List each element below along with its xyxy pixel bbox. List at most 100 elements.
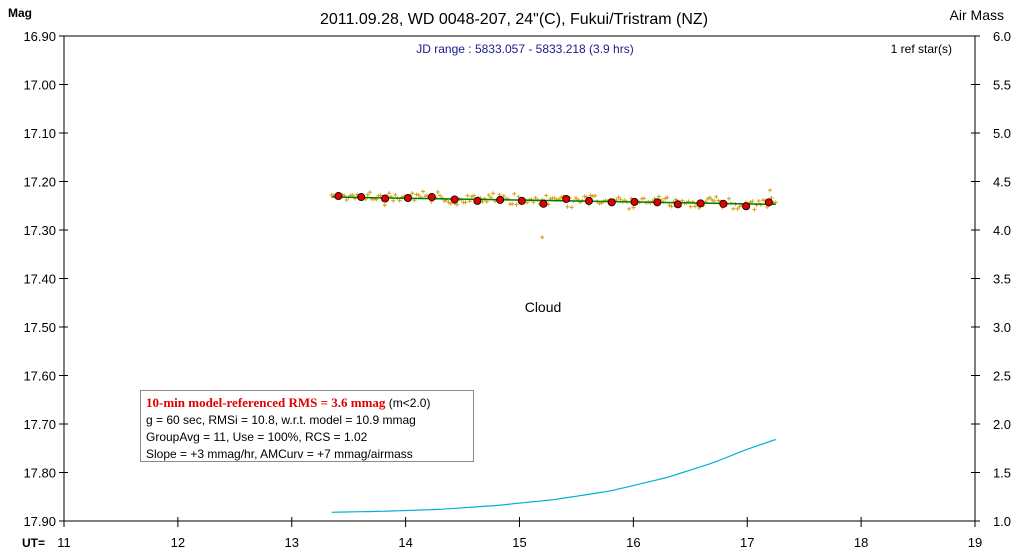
- air-mass-line: [331, 438, 776, 513]
- measurement-point: [525, 200, 530, 205]
- measurement-point: [350, 193, 355, 198]
- measurement-point: [437, 193, 442, 198]
- measurement-point: [593, 193, 598, 198]
- measurement-point: [756, 199, 761, 204]
- group-average-point: [517, 196, 526, 205]
- x-axis-prefix: UT=: [22, 536, 45, 550]
- measurement-point: [573, 196, 578, 201]
- y2-tick-label: 2.5: [993, 369, 1011, 384]
- measurement-point: [705, 196, 710, 201]
- measurement-point: [707, 195, 712, 200]
- y2-tick-label: 1.5: [993, 466, 1011, 481]
- measurement-point: [714, 194, 719, 199]
- x-tick-label: 19: [968, 535, 982, 550]
- cloud-annotation: Cloud: [525, 299, 562, 315]
- stats-line-4: Slope = +3 mmag/hr, AMCurv = +7 mmag/air…: [146, 447, 413, 461]
- group-average-point: [742, 202, 751, 211]
- x-tick-label: 14: [398, 535, 412, 550]
- measurement-point: [471, 193, 476, 198]
- y2-tick-label: 5.5: [993, 78, 1011, 93]
- measurement-point: [665, 195, 670, 200]
- group-average-point: [473, 196, 482, 205]
- measurement-point: [627, 206, 632, 211]
- ref-stars-label: 1 ref star(s): [891, 42, 952, 56]
- group-average-point: [381, 194, 390, 203]
- measurement-point: [386, 191, 391, 196]
- y2-tick-label: 3.0: [993, 320, 1011, 335]
- measurement-point: [716, 198, 721, 203]
- group-average-point: [403, 193, 412, 202]
- measurement-point: [486, 193, 491, 198]
- measurement-point: [391, 198, 396, 203]
- measurement-point: [750, 199, 755, 204]
- jd-range-label: JD range : 5833.057 - 5833.218 (3.9 hrs): [416, 42, 633, 56]
- measurement-point: [516, 194, 521, 199]
- measurement-point: [469, 194, 474, 199]
- y-tick-label: 17.10: [23, 126, 56, 141]
- measurement-point: [552, 196, 557, 201]
- measurement-point: [631, 205, 636, 210]
- y2-tick-label: 2.0: [993, 417, 1011, 432]
- group-average-point: [450, 195, 459, 204]
- measurement-point: [726, 196, 731, 201]
- measurement-point: [582, 194, 587, 199]
- measurement-point: [688, 204, 693, 209]
- y-tick-label: 17.60: [23, 369, 56, 384]
- individual-measurements: [329, 188, 778, 240]
- group-average-point: [427, 193, 436, 202]
- measurement-point: [669, 204, 674, 209]
- measurement-point: [692, 204, 697, 209]
- chart-title: 2011.09.28, WD 0048-207, 24"(C), Fukui/T…: [320, 11, 708, 28]
- y-tick-label: 17.90: [23, 514, 56, 529]
- measurement-point: [448, 201, 453, 206]
- measurement-point: [569, 205, 574, 210]
- measurement-point: [382, 203, 387, 208]
- measurement-point: [565, 204, 570, 209]
- x-tick-label: 11: [57, 535, 71, 550]
- stats-box: 10-min model-referenced RMS = 3.6 mmag (…: [140, 390, 474, 462]
- x-tick-label: 15: [512, 535, 526, 550]
- measurement-point: [514, 202, 519, 207]
- measurement-point: [463, 200, 468, 205]
- measurement-point: [414, 192, 419, 197]
- measurement-point: [588, 193, 593, 198]
- y2-tick-label: 6.0: [993, 29, 1011, 44]
- group-average-point: [696, 199, 705, 208]
- group-average-point: [539, 199, 548, 208]
- x-tick-label: 18: [854, 535, 868, 550]
- y2-tick-label: 4.0: [993, 223, 1011, 238]
- group-average-point: [764, 198, 773, 207]
- measurement-point: [559, 195, 564, 200]
- y2-tick-label: 4.5: [993, 175, 1011, 190]
- measurement-point: [442, 198, 447, 203]
- measurement-point: [367, 190, 372, 195]
- measurement-point: [423, 194, 428, 199]
- measurement-point: [735, 206, 740, 211]
- measurement-point: [663, 196, 668, 201]
- y-tick-label: 17.50: [23, 320, 56, 335]
- y-tick-label: 16.90: [23, 29, 56, 44]
- x-tick-label: 16: [626, 535, 640, 550]
- measurement-point: [393, 192, 398, 197]
- measurement-point: [533, 195, 538, 200]
- measurement-point: [454, 202, 459, 207]
- group-average-point: [584, 196, 593, 205]
- measurement-point: [365, 192, 370, 197]
- measurement-point: [484, 199, 489, 204]
- group-average-point: [630, 197, 639, 206]
- measurement-point: [435, 189, 440, 194]
- y2-tick-label: 3.5: [993, 272, 1011, 287]
- measurement-point: [416, 192, 421, 197]
- measurement-point: [618, 197, 623, 202]
- y-tick-label: 17.70: [23, 417, 56, 432]
- measurement-point: [491, 191, 496, 196]
- measurement-point: [544, 193, 549, 198]
- x-tick-label: 13: [285, 535, 299, 550]
- group-average-point: [653, 198, 662, 207]
- y2-tick-label: 5.0: [993, 126, 1011, 141]
- measurement-point: [397, 198, 402, 203]
- measurement-point: [512, 191, 517, 196]
- y2-tick-label: 1.0: [993, 514, 1011, 529]
- axes: 16.90 17.00 17.10 17.20 17.30 17.40 17.50 17.60…: [23, 29, 1011, 550]
